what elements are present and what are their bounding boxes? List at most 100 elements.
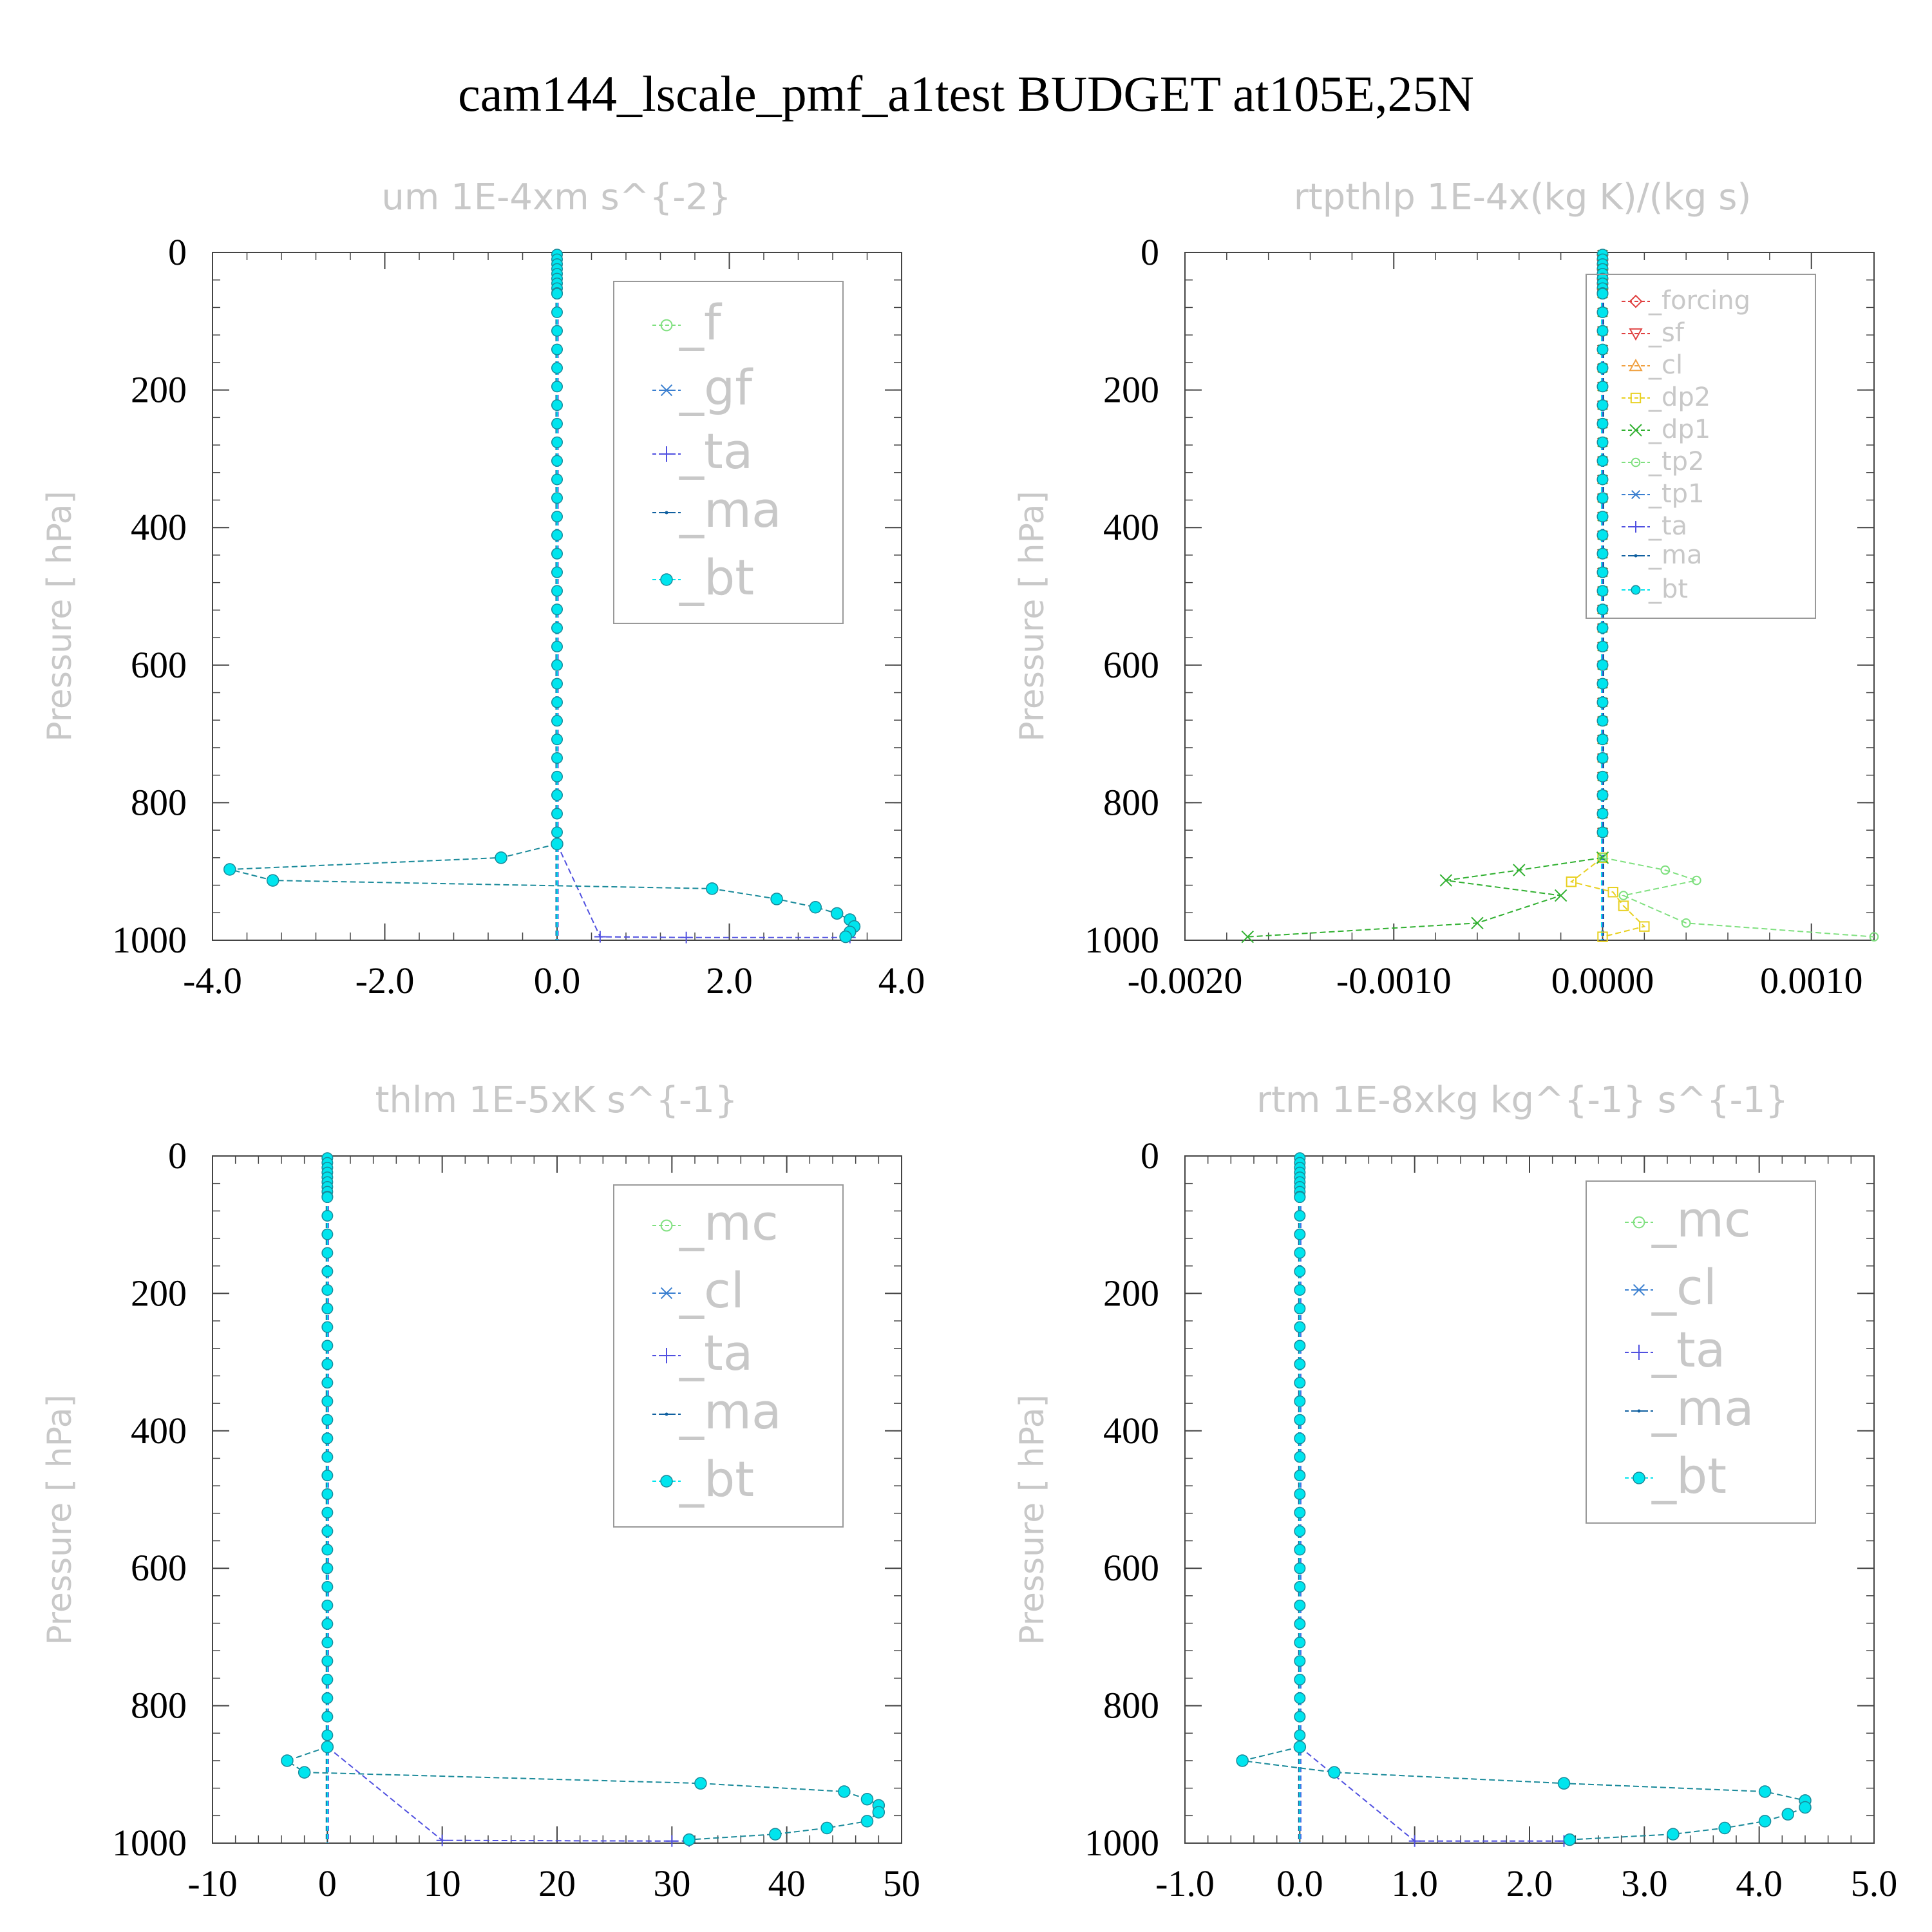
marker-shape	[694, 1777, 707, 1790]
series-layer	[1241, 249, 1879, 943]
y-tick-label: 600	[1103, 1547, 1159, 1589]
legend-label: _bt	[1651, 1447, 1727, 1504]
zero-point-bt	[1294, 1191, 1306, 1204]
axes: -10 0 10 20 30 40 50 0 200 400 600 800 1000	[112, 1135, 920, 1904]
marker-shape	[436, 1834, 448, 1846]
marker-shape	[551, 492, 563, 504]
marker-shape	[551, 677, 563, 690]
marker-shape	[860, 1815, 874, 1828]
marker-shape	[321, 1209, 334, 1222]
data-point-tp2	[1869, 932, 1879, 942]
zero-point-bt	[1294, 1470, 1306, 1482]
data-point-bt	[1758, 1785, 1772, 1798]
zero-point-bt	[551, 770, 563, 782]
zero-point-bt	[1596, 734, 1609, 746]
zero-point-bt	[1596, 529, 1609, 541]
marker-shape	[1294, 1599, 1306, 1611]
data-point-bt	[860, 1792, 874, 1806]
zero-point-bt	[321, 1729, 334, 1741]
zero-point-bt	[551, 734, 563, 746]
legend-marker	[1631, 1409, 1647, 1413]
marker-shape	[1554, 889, 1567, 902]
marker-shape	[666, 1835, 678, 1847]
zero-point-bt	[551, 752, 563, 764]
marker-shape	[551, 752, 563, 764]
zero-point-bt	[1596, 436, 1609, 448]
zero-point-bt	[551, 622, 563, 634]
marker-shape	[1596, 399, 1609, 412]
data-point-dp1	[1471, 916, 1484, 930]
zero-point-bt	[1294, 1265, 1306, 1278]
marker-shape	[321, 1265, 334, 1278]
marker-shape	[1596, 789, 1609, 801]
zero-point-bt	[321, 1525, 334, 1537]
zero-point-bt	[321, 1302, 334, 1314]
marker-shape	[1758, 1815, 1772, 1828]
data-point-ta	[594, 931, 606, 943]
marker-shape	[1293, 1740, 1307, 1754]
y-tick-label: 0	[168, 231, 187, 273]
zero-point-bt	[321, 1599, 334, 1611]
zero-point-bt	[551, 343, 563, 355]
zero-profile-markers	[1294, 1152, 1306, 1741]
legend-marker	[660, 1475, 673, 1488]
zero-point-bt	[551, 362, 563, 374]
x-tick-label: 40	[768, 1862, 806, 1904]
legend-marker	[1631, 457, 1641, 468]
y-tick-label: 0	[1141, 231, 1159, 273]
marker-shape	[551, 640, 563, 652]
series-line-ta	[327, 1746, 690, 1842]
x-tick-label: 0.0	[534, 960, 581, 1001]
marker-shape	[321, 1710, 334, 1723]
x-tick-label: 50	[883, 1862, 920, 1904]
y-tick-label: 200	[1103, 369, 1159, 411]
zero-point-bt	[321, 1636, 334, 1649]
y-axis-label: Pressure [ hPa]	[41, 1394, 79, 1645]
marker-shape	[551, 837, 564, 851]
zero-profile-markers	[551, 249, 563, 838]
x-tick-label: 0.0	[1276, 1862, 1323, 1904]
marker-shape	[680, 931, 692, 943]
marker-shape	[1439, 874, 1453, 887]
marker-shape	[551, 770, 563, 782]
marker-shape	[1799, 1801, 1812, 1814]
x-tick-label: 1.0	[1391, 1862, 1438, 1904]
marker-shape	[1294, 1265, 1306, 1278]
zero-point-bt	[551, 696, 563, 708]
zero-point-bt	[321, 1265, 334, 1278]
zero-point-bt	[1596, 381, 1609, 393]
zero-point-bt	[551, 715, 563, 727]
marker-shape	[551, 417, 563, 430]
marker-shape	[321, 1655, 334, 1667]
zero-point-bt	[321, 1209, 334, 1222]
legend-marker	[1630, 521, 1642, 533]
marker-shape	[860, 1792, 874, 1806]
marker-shape	[1692, 875, 1701, 886]
data-point-ta	[680, 931, 692, 943]
marker-shape	[1869, 932, 1879, 942]
zero-point-bt	[551, 659, 563, 671]
marker-shape	[551, 808, 563, 820]
marker-shape	[551, 826, 563, 838]
data-point-bt	[1799, 1801, 1812, 1814]
axes: -0.0020 -0.0010 0.0000 0.0010 0 200 400 600 800 1…	[1084, 231, 1875, 1001]
data-point-bt	[706, 882, 719, 895]
legend: _f _gf _ta _ma _bt	[613, 281, 844, 624]
marker-shape	[1596, 473, 1609, 486]
legend-marker	[1629, 328, 1643, 341]
legend-markers	[1625, 1216, 1653, 1484]
zero-point-bt	[1294, 1710, 1306, 1723]
zero-point-bt	[1596, 417, 1609, 430]
data-point-tp2	[1660, 865, 1671, 875]
zero-point-bt	[1294, 1506, 1306, 1519]
legend-marker	[659, 1348, 674, 1363]
zero-point-bt	[1294, 1618, 1306, 1630]
legend-marker	[1630, 554, 1642, 558]
legend-label: _cl	[679, 1262, 744, 1319]
zero-point-bt	[551, 789, 563, 801]
marker-shape	[551, 547, 563, 560]
marker-shape	[551, 381, 563, 393]
marker-shape	[1294, 1581, 1306, 1593]
marker-shape	[1637, 1409, 1641, 1413]
legend-label: _ta	[1651, 1321, 1725, 1378]
